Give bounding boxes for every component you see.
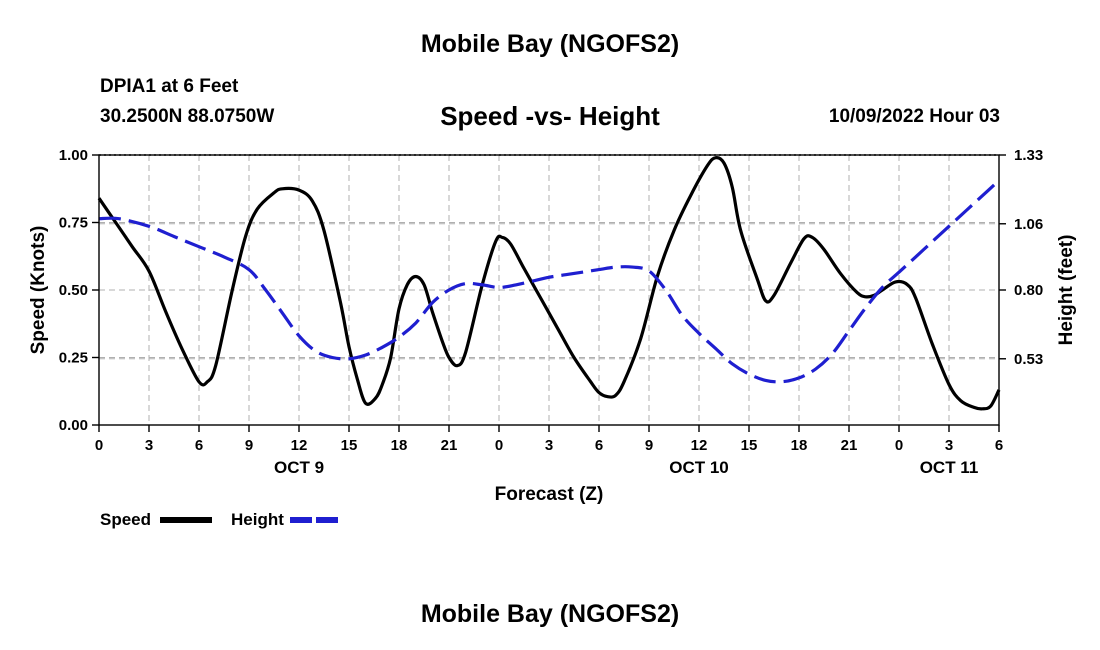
station-label: DPIA1 at 6 Feet — [100, 76, 239, 97]
day-label: OCT 9 — [274, 458, 324, 477]
x-tick-label: 6 — [595, 437, 603, 454]
axes: 0 3 6 9 12 15 18 21 0 3 6 9 12 15 18 21 0 3 6 0.00 0.25 0.50 0… — [59, 147, 1043, 477]
y2-tick-label: 1.33 — [1014, 147, 1043, 164]
series-line-speed — [97, 156, 1001, 411]
y-tick-label: 0.50 — [59, 282, 88, 299]
x-tick-label: 0 — [895, 437, 903, 454]
x-tick-label: 9 — [645, 437, 653, 454]
x-tick-label: 6 — [195, 437, 203, 454]
x-tick-label: 12 — [691, 437, 708, 454]
coordinates-label: 30.2500N 88.0750W — [100, 106, 275, 127]
legend-speed-swatch — [160, 517, 212, 523]
x-tick-label: 9 — [245, 437, 253, 454]
series-layer — [97, 156, 1001, 411]
page-title: Mobile Bay (NGOFS2) — [420, 30, 680, 58]
x-tick-label: 21 — [441, 437, 458, 454]
x-tick-label: 6 — [995, 437, 1003, 454]
y2-axis-label: Height (feet) — [1056, 235, 1077, 346]
x-tick-label: 0 — [95, 437, 103, 454]
x-tick-label: 3 — [145, 437, 153, 454]
x-tick-label: 3 — [545, 437, 553, 454]
x-tick-label: 18 — [791, 437, 808, 454]
x-axis-label: Forecast (Z) — [495, 484, 604, 505]
y-tick-label: 1.00 — [59, 147, 88, 164]
x-tick-label: 21 — [841, 437, 858, 454]
grid — [99, 154, 999, 425]
y2-tick-label: 1.06 — [1014, 216, 1043, 233]
y-tick-label: 0.25 — [59, 350, 88, 367]
legend-height-label: Height — [231, 510, 284, 529]
legend-height-swatch — [290, 517, 342, 523]
x-tick-label: 3 — [945, 437, 953, 454]
footer-title: Mobile Bay (NGOFS2) — [420, 600, 680, 628]
y-axis-label: Speed (Knots) — [28, 226, 49, 355]
x-tick-label: 12 — [291, 437, 308, 454]
y2-tick-label: 0.53 — [1014, 351, 1043, 368]
x-tick-label: 15 — [741, 437, 758, 454]
x-tick-label: 15 — [341, 437, 358, 454]
chart-title: Speed -vs- Height — [440, 101, 660, 131]
date-label: 10/09/2022 Hour 03 — [828, 106, 1000, 127]
x-tick-label: 0 — [495, 437, 503, 454]
y-tick-label: 0.75 — [59, 215, 88, 232]
legend-speed-label: Speed — [100, 510, 152, 529]
day-label: OCT 10 — [669, 458, 729, 477]
y2-tick-label: 0.80 — [1014, 282, 1043, 299]
series-line-height — [98, 179, 1001, 384]
y-tick-label: 0.00 — [59, 417, 88, 434]
x-tick-label: 18 — [391, 437, 408, 454]
day-label: OCT 11 — [920, 458, 979, 477]
